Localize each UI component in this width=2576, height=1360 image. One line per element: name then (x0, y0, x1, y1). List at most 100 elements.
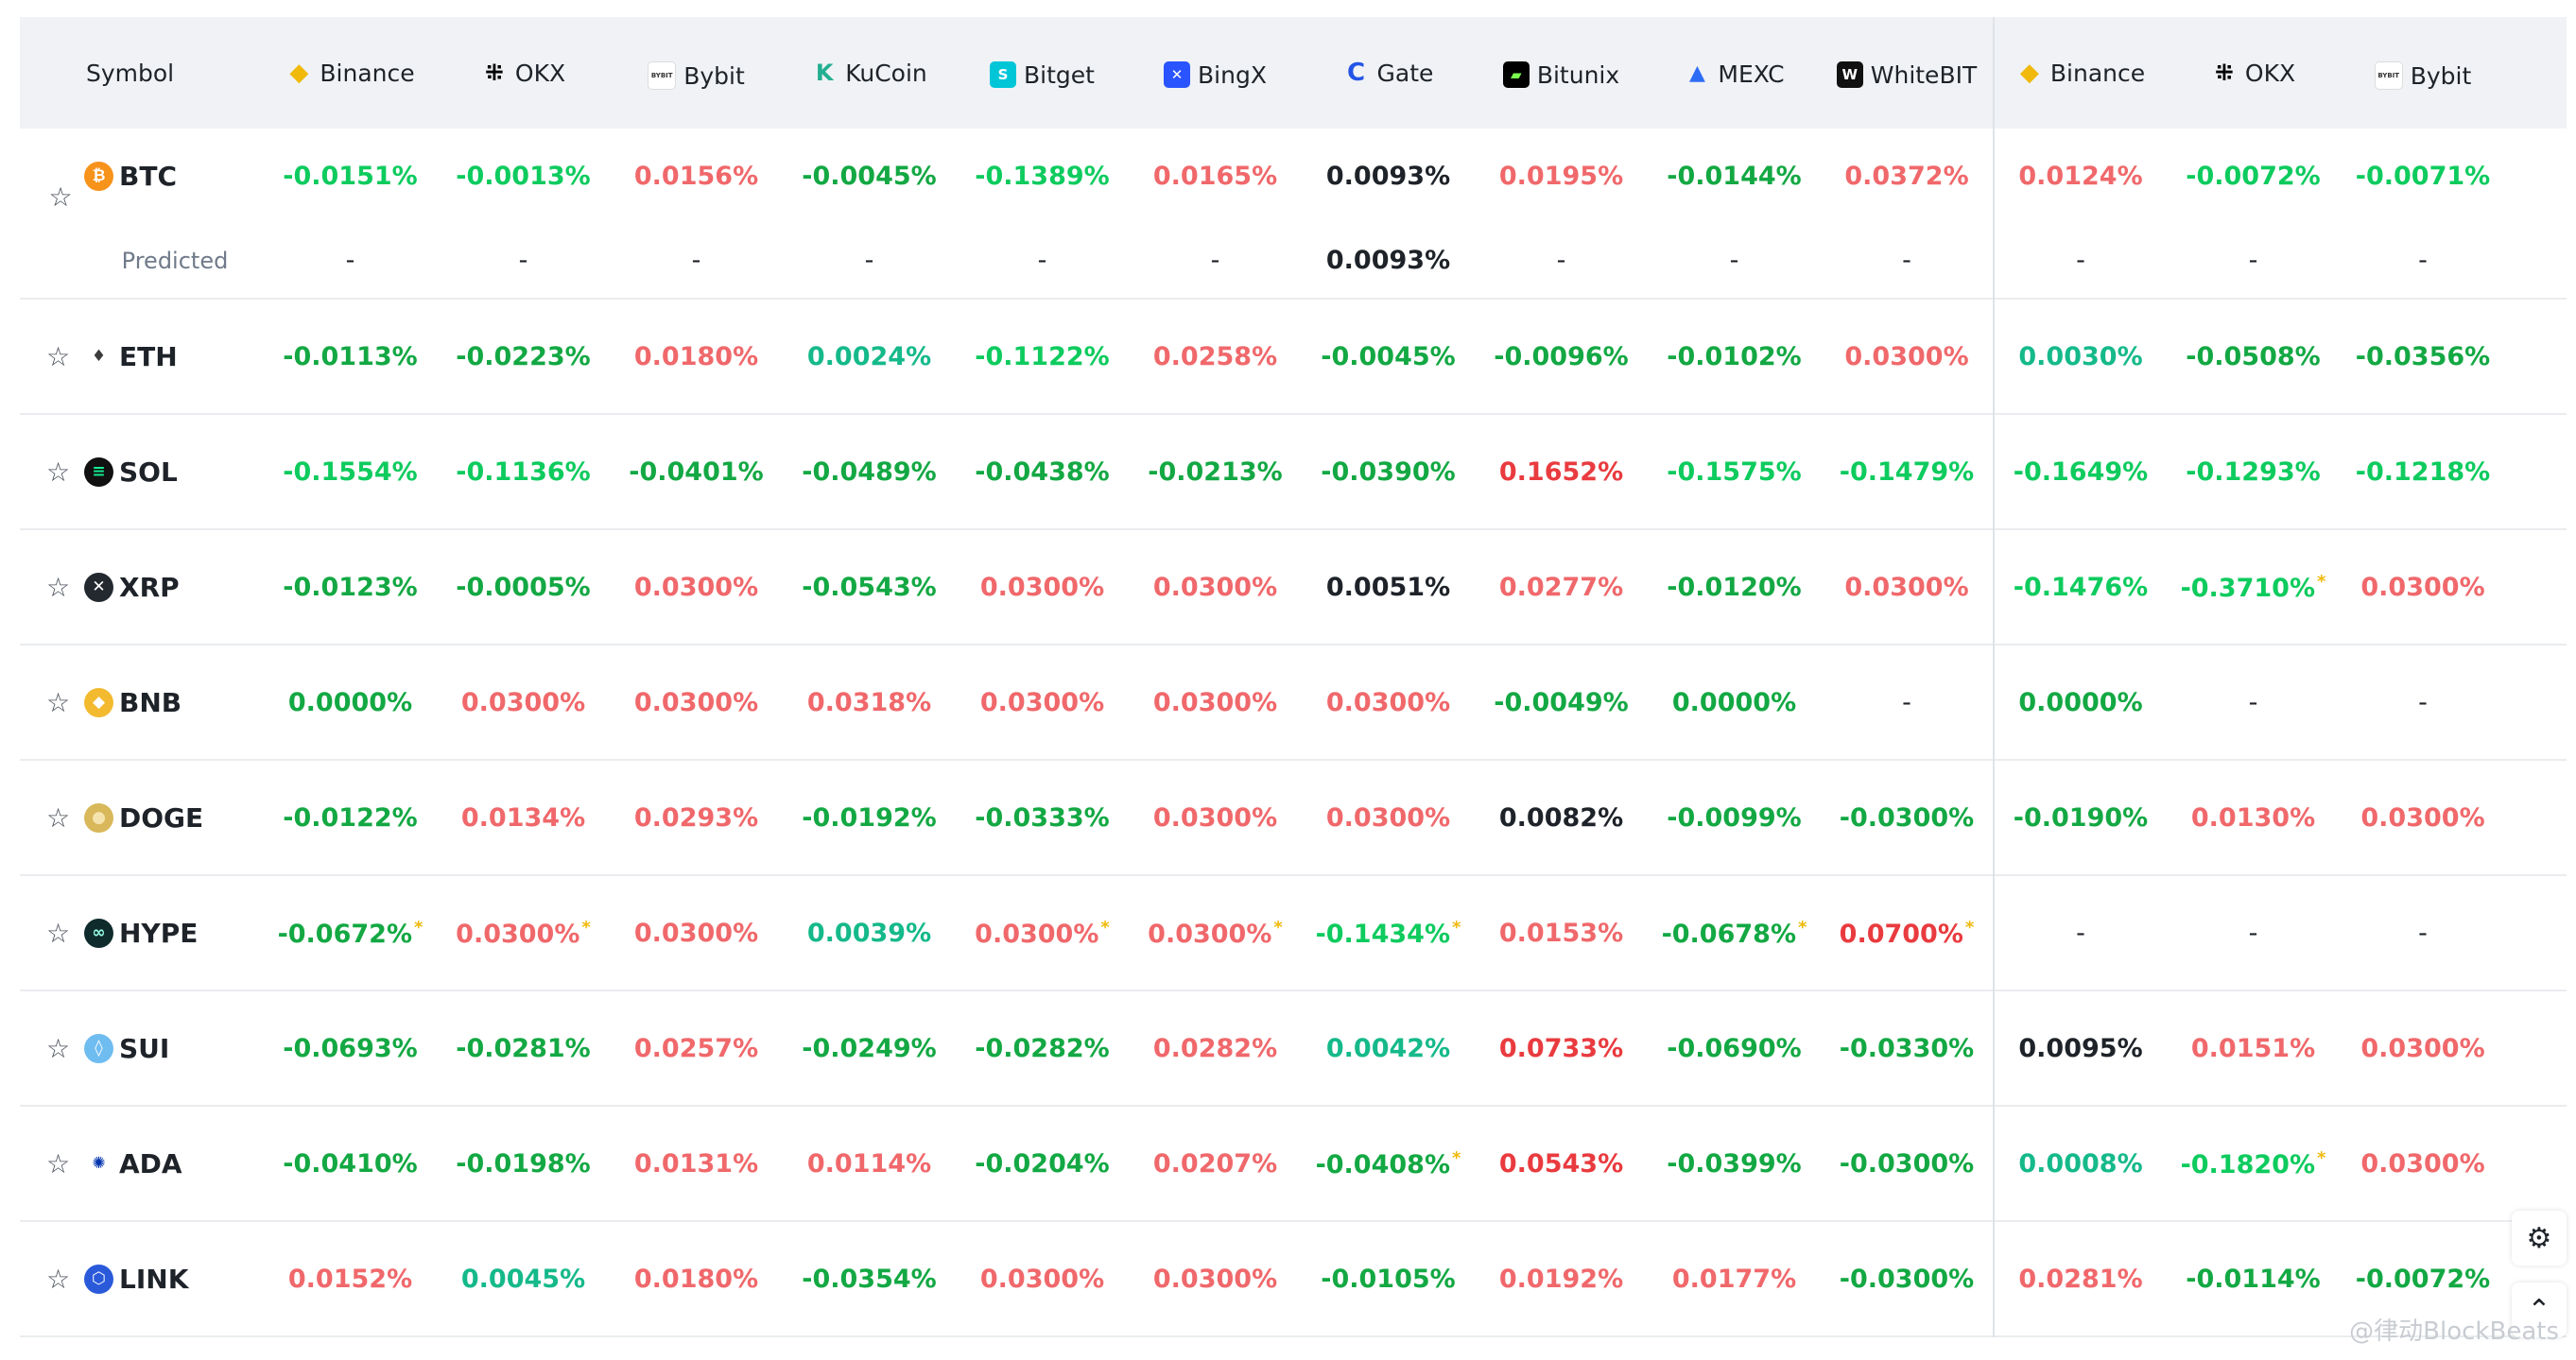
funding-rate-value: -0.0072% (2186, 161, 2321, 191)
column-header-okx[interactable]: ⁜ OKX (2167, 17, 2340, 129)
symbol-cell[interactable]: ☆ ∞ HYPE (20, 875, 264, 990)
favorite-star-icon[interactable]: ☆ (46, 571, 71, 603)
favorite-star-icon[interactable]: ☆ (46, 456, 71, 488)
column-header-bybit[interactable]: BYBIT Bybit (610, 17, 783, 129)
column-header-binance[interactable]: ◆ Binance (1993, 17, 2167, 129)
funding-rate-value: -0.0122% (283, 802, 418, 833)
favorite-star-icon[interactable]: ☆ (46, 686, 71, 718)
exchange-name: OKX (514, 59, 566, 87)
predicted-rate-value: 0.0093% (1325, 246, 1451, 275)
symbol-cell[interactable]: ☆ ✺ ADA (20, 1106, 264, 1221)
funding-rate-cell: 0.0030% (1993, 299, 2167, 414)
funding-rate-value: 0.0180% (633, 341, 759, 371)
funding-rate-value: 0.0700% (1839, 919, 1963, 949)
column-header-bitget[interactable]: S Bitget (956, 17, 1129, 129)
column-header-gate[interactable]: C Gate (1302, 17, 1475, 129)
funding-rate-cell: -0.0390% (1302, 414, 1475, 529)
symbol-cell[interactable]: ☆ ◊ SUI (20, 990, 264, 1106)
funding-rate-value: -0.0399% (1667, 1148, 1802, 1179)
funding-rate-value: 0.0293% (633, 802, 759, 833)
predicted-rate-value: - (345, 246, 355, 275)
funding-rate-value: -0.1649% (2013, 456, 2149, 487)
table-row-link[interactable]: ☆ ⬡ LINK 0.0152% 0.0045% 0.0180% -0.0354% 0.030… (20, 1221, 2567, 1336)
funding-rate-value: 0.0300% (2360, 802, 2485, 833)
funding-rate-value: 0.0277% (1498, 572, 1624, 602)
funding-rate-cell: -0.1476% (1993, 529, 2167, 645)
funding-rate-cell: -0.0408% * (1302, 1106, 1475, 1221)
funding-rate-cell: 0.0300% (1821, 299, 1994, 414)
funding-rate-cell: -0.0300% (1821, 1221, 1994, 1336)
table-row-hype[interactable]: ☆ ∞ HYPE -0.0672% * 0.0300% * 0.0300% 0.0039% 0.0… (20, 875, 2567, 990)
favorite-star-icon[interactable]: ☆ (46, 917, 71, 949)
funding-rate-cell: 0.0282% (1129, 990, 1302, 1106)
funding-rate-value: 0.0300% (2360, 572, 2485, 602)
favorite-star-icon[interactable]: ☆ (48, 181, 73, 213)
funding-rate-value: 0.0051% (1325, 572, 1451, 602)
funding-rate-value: 0.0258% (1152, 341, 1278, 371)
symbol-cell[interactable]: ☆ ◆ BNB (20, 645, 264, 760)
funding-rate-value: 0.0134% (460, 802, 586, 833)
funding-rate-cell: 0.0045% (437, 1221, 610, 1336)
column-header-whitebit[interactable]: W WhiteBIT (1821, 17, 1994, 129)
funding-rate-value: -0.0113% (283, 341, 418, 371)
symbol-cell[interactable]: ☆ ♦ ETH (20, 299, 264, 414)
column-header-bybit[interactable]: BYBIT Bybit (2340, 17, 2506, 129)
funding-rate-value: 0.0114% (806, 1148, 932, 1179)
table-row-eth[interactable]: ☆ ♦ ETH -0.0113% -0.0223% 0.0180% 0.0024% -0.11… (20, 299, 2567, 414)
funding-rate-cell: 0.0130% (2167, 760, 2340, 875)
column-header-okx[interactable]: ⁜ OKX (437, 17, 610, 129)
symbol-cell[interactable]: ☆ ≡ SOL (20, 414, 264, 529)
favorite-star-icon[interactable]: ☆ (46, 1032, 71, 1064)
funding-rate-cell: 0.0165% (1129, 129, 1302, 223)
predicted-label: ☆ Predicted (20, 181, 264, 299)
settings-gear-icon: ⚙ (2526, 1221, 2552, 1255)
funding-rate-cell: 0.0300% (2340, 1106, 2506, 1221)
exchange-name: Bybit (2410, 61, 2472, 90)
funding-rate-value: -0.1136% (456, 456, 591, 487)
funding-rate-cell: -0.0401% (610, 414, 783, 529)
estimated-marker: * (581, 917, 591, 938)
estimated-marker: * (414, 917, 424, 938)
funding-rate-cell: - (2167, 645, 2340, 760)
funding-rate-cell: 0.0300% (610, 645, 783, 760)
symbol-cell[interactable]: ₿ BTC (20, 129, 264, 223)
table-row-xrp[interactable]: ☆ ✕ XRP -0.0123% -0.0005% 0.0300% -0.0543% 0.03… (20, 529, 2567, 645)
favorite-star-icon[interactable]: ☆ (46, 1147, 71, 1179)
column-header-mexc[interactable]: ▲ MEXC (1648, 17, 1821, 129)
funding-rate-value: - (1902, 687, 1911, 717)
back-to-top-button[interactable]: ⌃ (2512, 1283, 2567, 1337)
table-row-ada[interactable]: ☆ ✺ ADA -0.0410% -0.0198% 0.0131% 0.0114% -0.02… (20, 1106, 2567, 1221)
column-header-bitunix[interactable]: ▰ Bitunix (1475, 17, 1648, 129)
column-header-symbol[interactable]: Symbol (86, 59, 175, 87)
exchange-name: KuCoin (845, 59, 927, 87)
favorite-star-icon[interactable]: ☆ (46, 1263, 71, 1295)
table-row-sui[interactable]: ☆ ◊ SUI -0.0693% -0.0281% 0.0257% -0.0249% -0.0… (20, 990, 2567, 1106)
funding-rate-value: -0.0410% (283, 1148, 418, 1179)
funding-rate-cell: -0.1293% (2167, 414, 2340, 529)
favorite-star-icon[interactable]: ☆ (46, 801, 71, 834)
funding-rate-cell: - (1821, 645, 1994, 760)
funding-rate-cell: -0.0330% (1821, 990, 1994, 1106)
table-row-btc[interactable]: ₿ BTC -0.0151% -0.0013% 0.0156% -0.0045% -0.13… (20, 129, 2567, 223)
column-header-kucoin[interactable]: K KuCoin (783, 17, 956, 129)
table-row-bnb[interactable]: ☆ ◆ BNB 0.0000% 0.0300% 0.0300% 0.0318% 0.0300%… (20, 645, 2567, 760)
funding-rate-cell: -0.0192% (783, 760, 956, 875)
table-row-doge[interactable]: ☆ ● DOGE -0.0122% 0.0134% 0.0293% -0.0192% -0.0… (20, 760, 2567, 875)
funding-rate-value: 0.0300% (1325, 802, 1451, 833)
funding-rate-cell: -0.0489% (783, 414, 956, 529)
symbol-cell[interactable]: ☆ ● DOGE (20, 760, 264, 875)
estimated-marker: * (1798, 917, 1807, 938)
column-header-bingx[interactable]: ✕ BingX (1129, 17, 1302, 129)
table-row-sol[interactable]: ☆ ≡ SOL -0.1554% -0.1136% -0.0401% -0.0489% -0.… (20, 414, 2567, 529)
funding-rate-cell: -0.0300% (1821, 760, 1994, 875)
predicted-rate-cell: - (783, 223, 956, 299)
symbol-cell[interactable]: ☆ ⬡ LINK (20, 1221, 264, 1336)
bitget-icon: S (990, 61, 1017, 88)
column-header-binance[interactable]: ◆ Binance (264, 17, 437, 129)
predicted-rate-cell: - (1129, 223, 1302, 299)
symbol-cell[interactable]: ☆ ✕ XRP (20, 529, 264, 645)
favorite-star-icon[interactable]: ☆ (46, 340, 71, 372)
settings-button[interactable]: ⚙ (2512, 1211, 2567, 1265)
funding-rate-cell: -0.0114% (2167, 1221, 2340, 1336)
funding-rate-cell: -0.0508% (2167, 299, 2340, 414)
